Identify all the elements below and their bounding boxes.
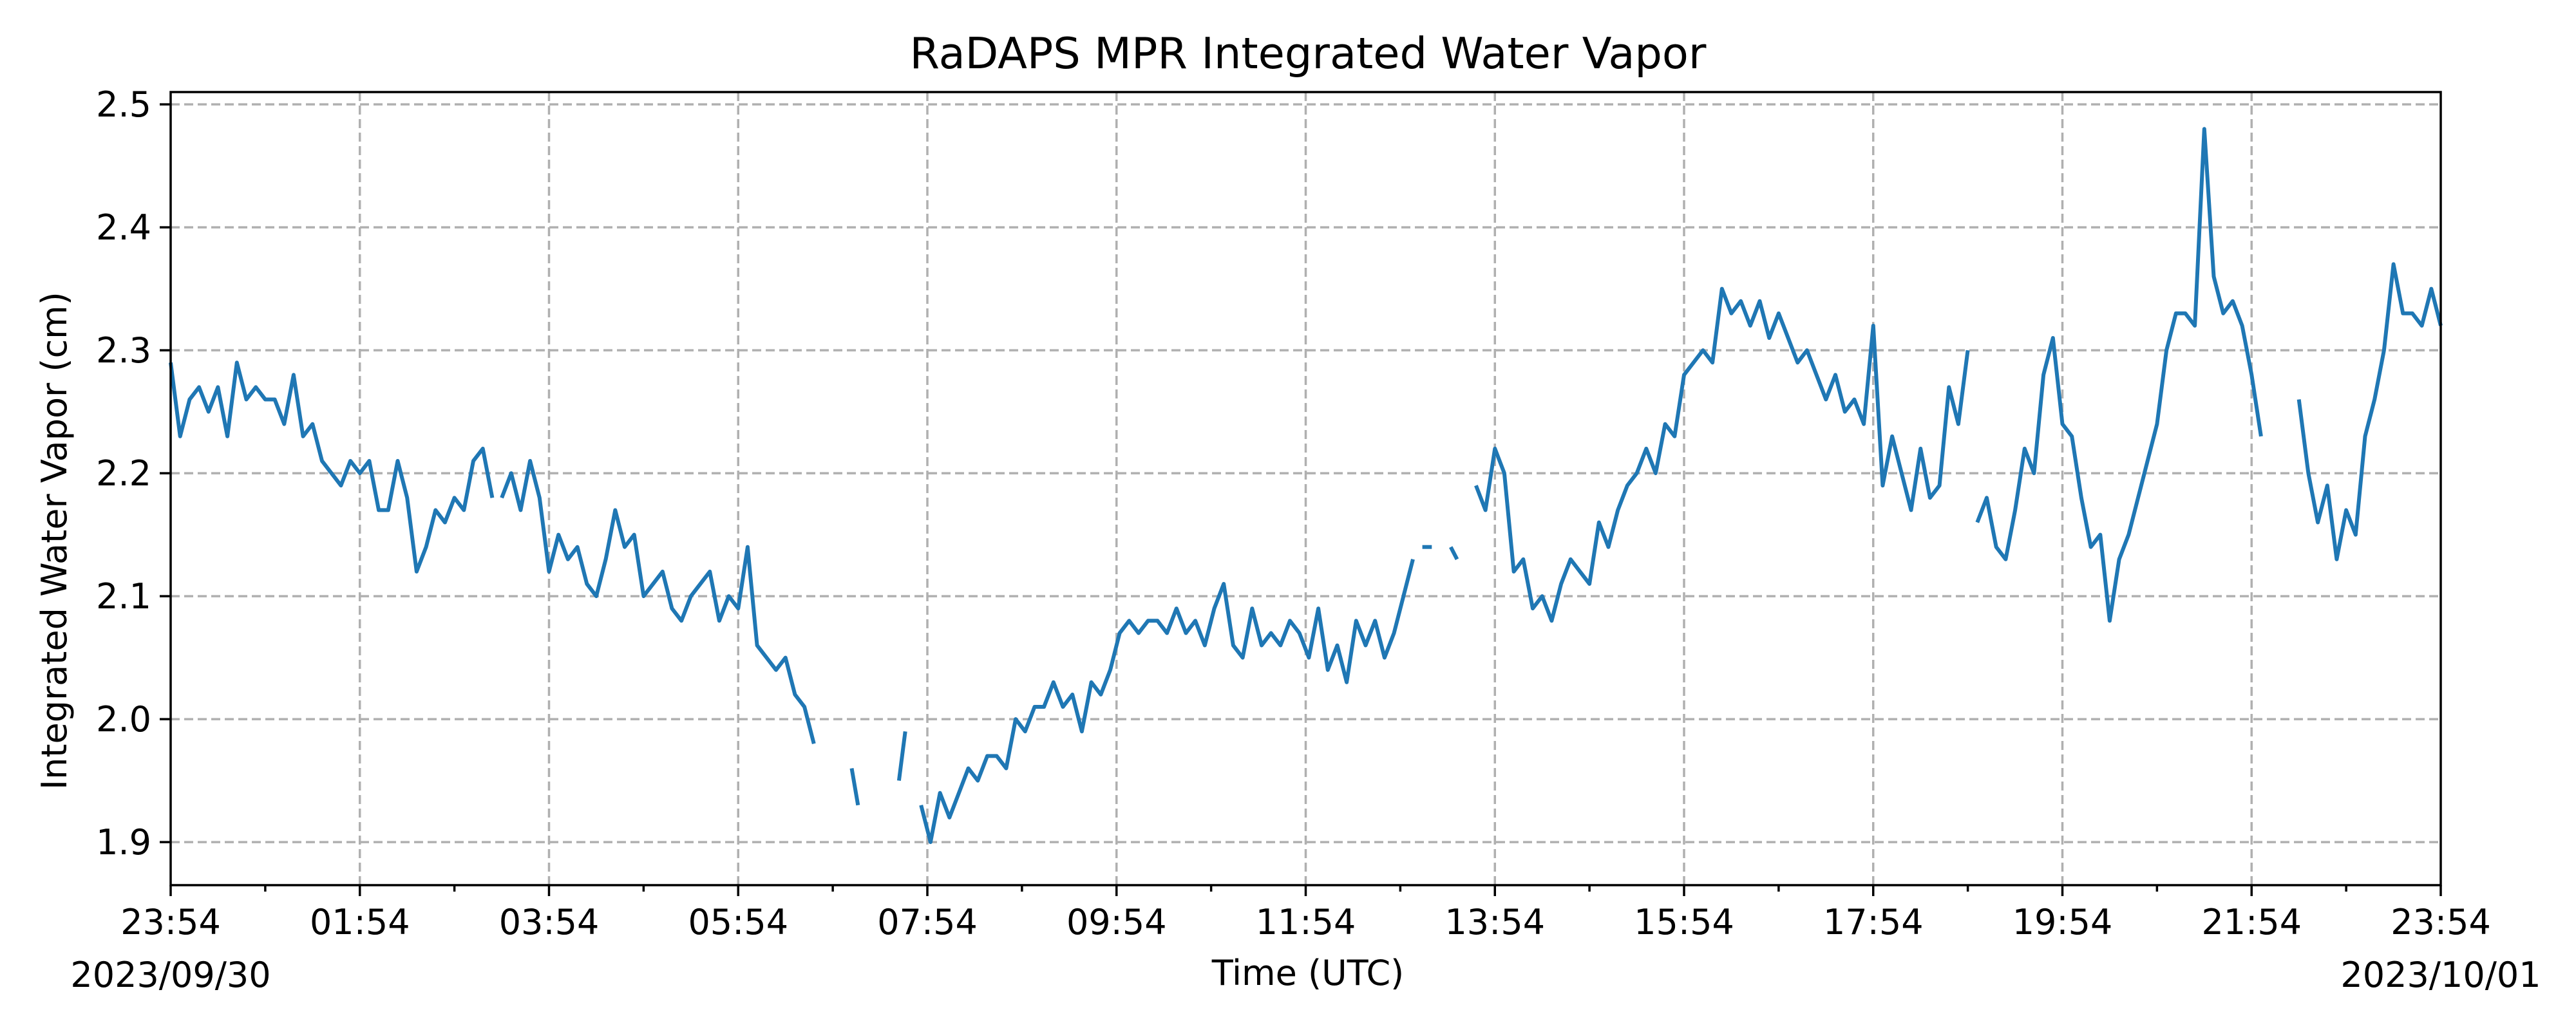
x-tick-label: 05:54 xyxy=(688,902,788,942)
y-tick-label: 2.1 xyxy=(96,576,151,617)
y-axis: 1.9 2.0 2.1 2.2 2.3 2.4 2.5 xyxy=(96,84,171,863)
y-tick-label: 2.0 xyxy=(96,699,151,740)
x-tick-label: 01:54 xyxy=(310,902,410,942)
series-line-segment xyxy=(896,731,907,781)
x-tick-label: 21:54 xyxy=(2201,902,2302,942)
x-tick-label: 23:54 xyxy=(2391,902,2491,942)
x-tick-label: 23:54 xyxy=(120,902,221,942)
x-tick-label: 19:54 xyxy=(2012,902,2113,942)
x-axis-label: Time (UTC) xyxy=(1211,953,1405,993)
y-tick-label: 1.9 xyxy=(96,822,151,863)
x-tick-label: 13:54 xyxy=(1444,902,1545,942)
y-tick-label: 2.2 xyxy=(96,453,151,494)
x-date-start-label: 2023/09/30 xyxy=(70,955,270,995)
x-tick-label: 17:54 xyxy=(1823,902,1924,942)
series-line-segment xyxy=(1449,546,1459,561)
series-line-segment xyxy=(169,360,495,574)
x-tick-label: 03:54 xyxy=(499,902,600,942)
series-line-segment xyxy=(849,767,860,806)
y-tick-label: 2.3 xyxy=(96,330,151,371)
series-line-segment xyxy=(2297,262,2443,561)
series-line-segment xyxy=(1975,127,2263,623)
series-line-segment xyxy=(1474,286,1970,623)
x-axis: 23:54 01:54 03:54 05:54 07:54 09:54 11:54 13:54… xyxy=(120,885,2491,942)
y-tick-label: 2.4 xyxy=(96,207,151,248)
chart-title: RaDAPS MPR Integrated Water Vapor xyxy=(910,28,1707,79)
y-tick-label: 2.5 xyxy=(96,84,151,125)
series-line-segment xyxy=(919,559,1415,845)
series-layer xyxy=(169,127,2443,845)
x-tick-label: 09:54 xyxy=(1066,902,1167,942)
y-axis-label: Integrated Water Vapor (cm) xyxy=(34,292,75,790)
x-gridlines xyxy=(359,92,2253,885)
x-date-end-label: 2023/10/01 xyxy=(2340,955,2541,995)
x-tick-label: 11:54 xyxy=(1256,902,1356,942)
series-line-segment xyxy=(500,459,816,745)
x-tick-label: 07:54 xyxy=(877,902,978,942)
x-tick-label: 15:54 xyxy=(1634,902,1734,942)
